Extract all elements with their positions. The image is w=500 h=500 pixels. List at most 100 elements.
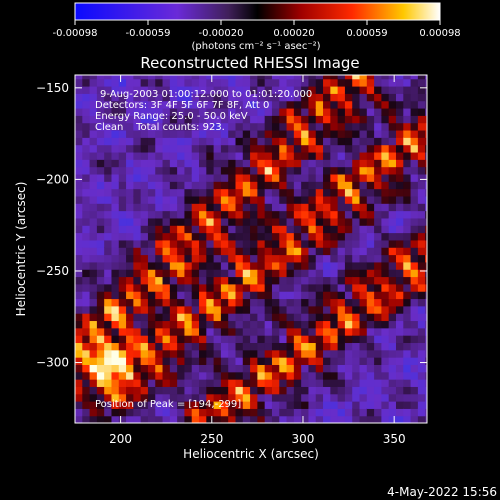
heatmap-cell	[184, 239, 193, 248]
heatmap-cell	[220, 364, 229, 373]
heatmap-cell	[213, 327, 222, 336]
heatmap-cell	[220, 195, 229, 204]
heatmap-cell	[126, 342, 134, 351]
heatmap-cell	[257, 313, 266, 322]
heatmap-cell	[271, 232, 280, 241]
heatmap-cell	[344, 217, 353, 226]
heatmap-cell	[184, 173, 193, 182]
heatmap-cell	[308, 217, 317, 226]
heatmap-cell	[206, 269, 215, 278]
heatmap-cell	[417, 232, 426, 241]
heatmap-cell	[257, 100, 266, 109]
heatmap-cell	[323, 188, 331, 197]
heatmap-cell	[111, 173, 120, 182]
heatmap-cell	[366, 75, 375, 80]
heatmap-cell	[184, 100, 193, 109]
heatmap-cell	[374, 100, 383, 109]
heatmap-cell	[388, 291, 397, 300]
heatmap-cell	[301, 342, 310, 351]
heatmap-cell	[271, 357, 280, 365]
heatmap-cell	[388, 225, 397, 234]
heatmap-cell	[286, 129, 295, 138]
heatmap-cell	[417, 159, 426, 168]
heatmap-cell	[228, 283, 237, 292]
heatmap-cell	[286, 181, 295, 190]
heatmap-cell	[381, 78, 390, 87]
heatmap-cell	[359, 357, 368, 365]
heatmap-cell	[308, 247, 317, 256]
heatmap-cell	[147, 100, 156, 109]
heatmap-cell	[410, 327, 419, 336]
heatmap-cell	[279, 100, 288, 109]
heatmap-cell	[279, 254, 288, 263]
heatmap-cell	[118, 100, 127, 109]
heatmap-cell	[89, 254, 98, 263]
heatmap-cell	[257, 181, 266, 190]
heatmap-cell	[271, 386, 280, 395]
heatmap-cell	[257, 298, 266, 307]
heatmap-cell	[75, 379, 83, 387]
heatmap-cell	[279, 107, 288, 116]
heatmap-cell	[191, 335, 200, 344]
heatmap-cell	[82, 239, 91, 248]
heatmap-cell	[301, 247, 310, 256]
heatmap-cell	[184, 203, 193, 212]
heatmap-cell	[96, 276, 105, 285]
heatmap-cell	[374, 188, 383, 197]
heatmap-cell	[220, 93, 229, 102]
heatmap-cell	[228, 269, 237, 278]
heatmap-cell	[228, 75, 237, 80]
heatmap-cell	[315, 269, 324, 278]
heatmap-cell	[395, 357, 404, 365]
heatmap-cell	[140, 254, 149, 263]
heatmap-cell	[293, 122, 302, 131]
heatmap-cell	[286, 144, 295, 153]
heatmap-cell	[352, 408, 361, 417]
heatmap-cell	[206, 408, 215, 417]
heatmap-cell	[417, 320, 426, 329]
heatmap-cell	[395, 239, 404, 248]
heatmap-cell	[395, 85, 404, 94]
heatmap-cell	[330, 305, 339, 314]
heatmap-cell	[206, 85, 215, 94]
heatmap-cell	[111, 210, 120, 219]
heatmap-cell	[366, 349, 375, 358]
heatmap-cell	[235, 349, 244, 358]
heatmap-cell	[140, 173, 149, 182]
heatmap-cell	[213, 269, 222, 278]
heatmap-cell	[264, 239, 273, 248]
heatmap-cell	[133, 401, 142, 409]
heatmap-cell	[271, 261, 280, 270]
heatmap-cell	[344, 115, 353, 124]
heatmap-cell	[220, 217, 229, 226]
heatmap-cell	[410, 342, 419, 351]
heatmap-cell	[242, 415, 251, 423]
heatmap-cell	[388, 357, 397, 365]
heatmap-cell	[410, 100, 419, 109]
heatmap-cell	[271, 276, 280, 285]
heatmap-cell	[118, 320, 127, 329]
heatmap-cell	[293, 78, 302, 87]
heatmap-cell	[162, 261, 171, 270]
heatmap-cell	[395, 349, 404, 358]
heatmap-cell	[315, 327, 324, 336]
heatmap-cell	[417, 75, 426, 80]
heatmap-cell	[374, 261, 383, 270]
heatmap-cell	[213, 415, 222, 423]
heatmap-cell	[133, 217, 142, 226]
heatmap-cell	[403, 151, 412, 160]
heatmap-cell	[337, 239, 346, 248]
heatmap-cell	[242, 159, 251, 168]
heatmap-cell	[344, 122, 353, 131]
heatmap-cell	[403, 129, 412, 138]
heatmap-cell	[177, 173, 186, 182]
heatmap-cell	[271, 85, 280, 94]
heatmap-cell	[417, 78, 426, 87]
heatmap-cell	[381, 357, 390, 365]
heatmap-cell	[395, 129, 404, 138]
heatmap-cell	[417, 225, 426, 234]
heatmap-cell	[155, 320, 164, 329]
heatmap-cell	[374, 144, 383, 153]
heatmap-cell	[199, 305, 207, 314]
heatmap-cell	[155, 129, 164, 138]
